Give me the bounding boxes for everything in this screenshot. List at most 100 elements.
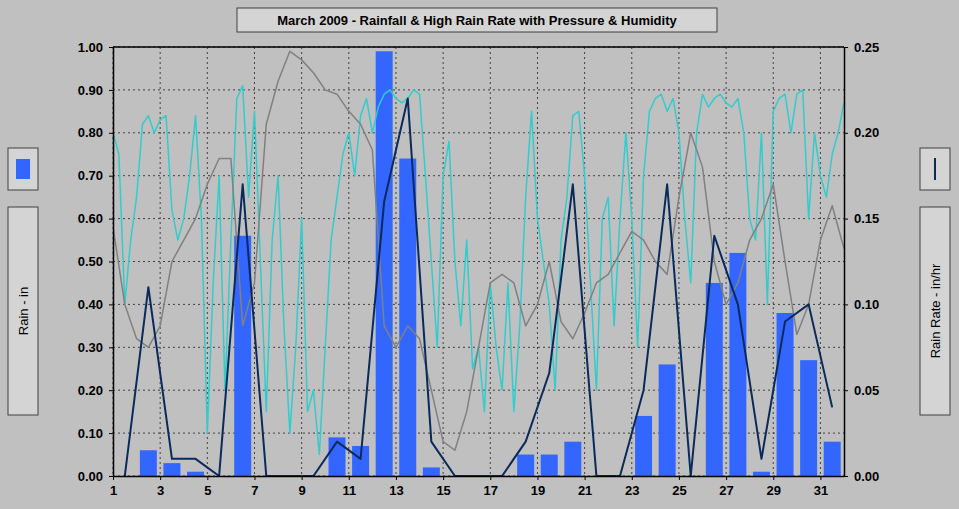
y-axis-tick-label: 0.40 bbox=[78, 297, 103, 312]
x-axis-tick-mark bbox=[632, 476, 633, 480]
x-axis-tick: 13 bbox=[389, 476, 403, 498]
x-grid-line bbox=[820, 47, 821, 476]
x-grid-line bbox=[537, 47, 538, 476]
y-axis-tick-mark bbox=[109, 390, 113, 391]
background bbox=[0, 0, 959, 509]
y2-axis-tick-label: 0.10 bbox=[854, 297, 879, 312]
x-axis-tick: 11 bbox=[342, 476, 356, 498]
x-grid-line bbox=[726, 47, 727, 476]
y2-axis-tick-label: 0.15 bbox=[854, 211, 879, 226]
x-axis-tick: 15 bbox=[436, 476, 450, 498]
x-axis-tick-mark bbox=[349, 476, 350, 480]
x-grid-line bbox=[631, 47, 632, 476]
y2-axis-tick: 0.05 bbox=[844, 383, 879, 398]
x-axis-tick-label: 27 bbox=[719, 483, 733, 498]
bar bbox=[800, 360, 817, 476]
legend-box bbox=[920, 148, 950, 190]
bar bbox=[517, 455, 534, 476]
y-axis-title: Rain - in bbox=[16, 287, 31, 335]
y-axis-tick-mark bbox=[109, 176, 113, 177]
title: March 2009 - Rainfall & High Rain Rate w… bbox=[277, 13, 677, 28]
x-axis-tick-mark bbox=[820, 476, 821, 480]
y-axis-tick: 0.80 bbox=[78, 125, 113, 140]
bar bbox=[635, 416, 652, 476]
y-axis-tick-mark bbox=[109, 304, 113, 305]
y-axis-tick: 0.00 bbox=[78, 469, 113, 484]
x-grid-line bbox=[301, 47, 302, 476]
y2-axis-line bbox=[844, 48, 846, 477]
y2-axis-tick-label: 0.05 bbox=[854, 383, 879, 398]
x-axis-tick-label: 3 bbox=[157, 483, 164, 498]
y-axis-tick-label: 0.70 bbox=[78, 168, 103, 183]
y-axis-tick-label: 0.30 bbox=[78, 340, 103, 355]
x-axis-tick-label: 19 bbox=[531, 483, 545, 498]
x-grid-line bbox=[395, 47, 396, 476]
x-axis-tick: 21 bbox=[578, 476, 592, 498]
rate-line bbox=[125, 98, 832, 476]
x-axis-tick-mark bbox=[679, 476, 680, 480]
x-axis-tick-label: 5 bbox=[204, 483, 211, 498]
x-axis-tick-label: 13 bbox=[389, 483, 403, 498]
bar bbox=[541, 455, 558, 476]
x-axis-tick: 25 bbox=[672, 476, 686, 498]
x-axis-tick-mark bbox=[773, 476, 774, 480]
y-grid-line bbox=[113, 218, 844, 219]
bar bbox=[659, 364, 676, 476]
x-grid-line bbox=[584, 47, 585, 476]
y2-axis-tick-mark bbox=[844, 476, 848, 477]
x-axis-tick: 27 bbox=[719, 476, 733, 498]
y2-axis-tick: 0.15 bbox=[844, 211, 879, 226]
y2-axis-tick-mark bbox=[844, 219, 848, 220]
y-axis-tick-mark bbox=[109, 47, 113, 48]
chart-svg: 0.00 0.10 0.20 0.30 0.40 0.50 0.60 0.70 0.80 0.90… bbox=[0, 0, 959, 509]
y-axis-tick-label: 1.00 bbox=[78, 40, 103, 55]
y-axis-tick-label: 0.10 bbox=[78, 426, 103, 441]
x-axis: 135791113151719212325272931 bbox=[110, 476, 845, 498]
plot-data bbox=[113, 51, 844, 476]
x-axis-tick: 7 bbox=[251, 476, 258, 498]
bar bbox=[163, 463, 180, 476]
x-axis-tick-mark bbox=[585, 476, 586, 480]
y-axis-tick: 0.50 bbox=[78, 254, 113, 269]
x-axis-tick-label: 7 bbox=[251, 483, 258, 498]
bar bbox=[777, 313, 794, 476]
y2-axis-tick-mark bbox=[844, 390, 848, 391]
bar bbox=[564, 442, 581, 476]
y-axis-tick-mark bbox=[109, 476, 113, 477]
y-axis-tick: 0.90 bbox=[78, 83, 113, 98]
plot-frame bbox=[113, 46, 844, 48]
y-axis-tick-mark bbox=[109, 90, 113, 91]
x-axis-tick-label: 17 bbox=[484, 483, 498, 498]
bar-series bbox=[140, 51, 841, 476]
y2-axis: 0.000.050.100.150.200.25 bbox=[844, 40, 879, 484]
line bbox=[113, 86, 844, 455]
y-grid-line bbox=[113, 47, 844, 48]
y-axis-tick-label: 0.00 bbox=[78, 469, 103, 484]
y-axis-tick: 0.70 bbox=[78, 168, 113, 183]
y-axis-tick-label: 0.20 bbox=[78, 383, 103, 398]
y-axis: 0.00 0.10 0.20 0.30 0.40 0.50 0.60 0.70 0.80 0.90… bbox=[78, 40, 114, 484]
x-axis-tick-label: 23 bbox=[625, 483, 639, 498]
x-grid-line bbox=[160, 47, 161, 476]
bar bbox=[234, 236, 251, 476]
x-axis-tick: 23 bbox=[625, 476, 639, 498]
x-axis-tick: 5 bbox=[204, 476, 211, 498]
x-axis-tick-mark bbox=[207, 476, 208, 480]
y-axis-tick-label: 0.80 bbox=[78, 125, 103, 140]
x-axis-tick-mark bbox=[726, 476, 727, 480]
x-axis-tick-mark bbox=[537, 476, 538, 480]
grid bbox=[113, 47, 844, 476]
bar bbox=[706, 283, 723, 476]
x-axis-tick-mark bbox=[113, 476, 114, 480]
y-axis-tick-label: 0.60 bbox=[78, 211, 103, 226]
bar bbox=[187, 472, 204, 476]
bar bbox=[824, 442, 841, 476]
y2-axis-tick-label: 0.20 bbox=[854, 125, 879, 140]
y-axis-tick: 0.30 bbox=[78, 340, 113, 355]
x-axis-tick-label: 11 bbox=[342, 483, 356, 498]
y2-axis-tick-mark bbox=[844, 304, 848, 305]
y-grid-line bbox=[113, 175, 844, 176]
legend-box bbox=[8, 148, 38, 190]
x-axis-tick: 3 bbox=[157, 476, 164, 498]
y2-axis-tick-label: 0.25 bbox=[854, 40, 879, 55]
